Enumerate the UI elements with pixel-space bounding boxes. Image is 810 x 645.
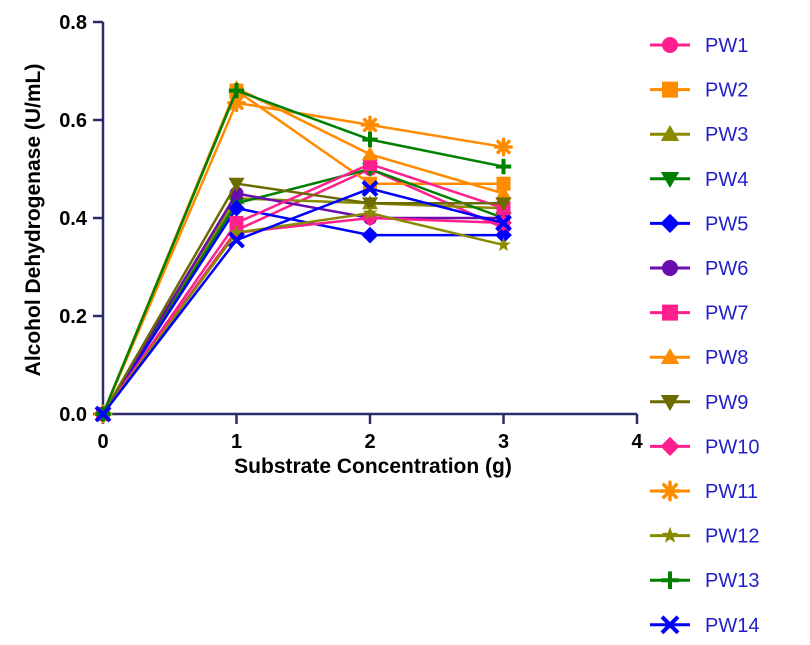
legend-entry: PW11 <box>650 480 758 503</box>
y-tick-label: 0.2 <box>59 306 87 328</box>
y-tick-label: 0.8 <box>59 12 87 34</box>
legend-label: PW10 <box>705 436 759 458</box>
series-pw2 <box>96 83 511 421</box>
x-tick-label: 3 <box>498 431 509 453</box>
legend-marker <box>662 81 678 98</box>
legend-entry: PW7 <box>650 303 748 325</box>
legend-marker <box>660 125 680 141</box>
legend-marker <box>660 348 680 364</box>
x-tick-label: 0 <box>97 431 108 453</box>
legend-label: PW8 <box>705 347 748 369</box>
y-axis-title: Alcohol Dehydrogenase (U/mL) <box>22 64 45 377</box>
series-line-pw6 <box>101 192 504 415</box>
legend-entry: PW10 <box>650 436 759 458</box>
legend-entry: PW5 <box>650 213 748 235</box>
series-line-pw14 <box>102 187 504 415</box>
legend-entry: PW2 <box>650 80 748 102</box>
data-point-pw7 <box>229 215 244 230</box>
series-line-pw11 <box>101 101 504 415</box>
data-point-pw5 <box>361 226 379 244</box>
legend-marker <box>659 480 681 502</box>
legend-entry: PW3 <box>650 124 748 146</box>
legend-label: PW12 <box>705 526 759 548</box>
data-point-pw14 <box>495 214 512 232</box>
data-point-pw9 <box>495 197 512 212</box>
series-pw13 <box>95 82 512 422</box>
data-point-pw7 <box>363 157 377 172</box>
legend-label: PW13 <box>705 570 759 592</box>
series-line-pw2 <box>101 88 504 415</box>
legend-label: PW4 <box>705 169 748 191</box>
x-tick-label: 2 <box>364 431 375 453</box>
series-line-pw9 <box>101 182 504 415</box>
series-pw12 <box>95 205 511 421</box>
x-tick-label: 1 <box>231 431 242 453</box>
legend-marker <box>660 395 680 411</box>
legend-entry: PW4 <box>650 169 748 191</box>
x-axis-title: Substrate Concentration (g) <box>234 455 512 478</box>
legend-marker <box>660 213 680 233</box>
series-line-pw4 <box>101 167 504 415</box>
data-point-pw13 <box>362 131 378 148</box>
series-line-pw12 <box>101 211 504 415</box>
data-point-pw9 <box>228 177 245 192</box>
data-point-pw12 <box>362 205 378 220</box>
legend-entry: PW12 <box>650 526 759 548</box>
legend-entry: PW1 <box>650 35 748 57</box>
legend-marker <box>662 260 678 276</box>
legend-label: PW2 <box>705 80 748 102</box>
series-pw10 <box>94 209 512 423</box>
legend-marker <box>662 37 678 53</box>
legend-label: PW7 <box>705 303 748 325</box>
data-point-pw11 <box>494 137 513 157</box>
legend-label: PW5 <box>705 213 748 235</box>
series-pw11 <box>93 93 513 424</box>
data-point-pw11 <box>360 115 380 135</box>
legend-marker <box>660 172 680 188</box>
data-point-pw5 <box>228 199 245 217</box>
y-tick-label: 0.0 <box>59 404 87 426</box>
y-tick-label: 0.6 <box>59 110 87 132</box>
legend-entry: PW13 <box>650 570 759 592</box>
data-point-pw12 <box>496 237 511 252</box>
legend-entry: PW14 <box>650 615 759 637</box>
legend-marker <box>662 304 678 321</box>
data-point-pw2 <box>496 176 511 191</box>
data-point-pw10 <box>361 209 379 227</box>
legend-label: PW14 <box>705 615 759 637</box>
legend-label: PW6 <box>705 258 748 280</box>
legend-label: PW9 <box>705 392 748 414</box>
data-point-pw8 <box>495 185 512 200</box>
legend-marker <box>661 526 679 543</box>
x-tick-label: 4 <box>631 431 643 453</box>
legend-entry: PW8 <box>650 347 748 369</box>
legend-entry: PW6 <box>650 258 748 280</box>
legend-label: PW3 <box>705 124 748 146</box>
series-layer <box>93 80 513 424</box>
data-point-pw12 <box>229 225 244 239</box>
data-point-pw14 <box>228 231 245 249</box>
legend-marker <box>660 436 680 456</box>
series-pw8 <box>94 80 512 420</box>
axis-ticks: 0 1 2 3 4 0.0 0.2 0.4 0.6 0.8 <box>59 12 643 453</box>
data-point-pw5 <box>495 226 512 244</box>
data-point-pw13 <box>495 158 512 175</box>
series-pw14 <box>94 180 512 423</box>
data-point-pw14 <box>361 180 379 198</box>
legend-marker <box>660 615 680 635</box>
legend-label: PW1 <box>705 35 748 57</box>
y-tick-label: 0.4 <box>59 208 88 230</box>
series-line-pw13 <box>101 89 504 415</box>
legend: PW1 PW2 PW3 PW4 PW5 PW6 PW7 PW8 PW9 PW10 PW11 PW12 P… <box>650 35 759 637</box>
legend-marker <box>661 571 679 589</box>
legend-label: PW11 <box>705 481 758 503</box>
data-point-pw9 <box>361 197 379 212</box>
legend-entry: PW9 <box>650 392 748 414</box>
data-point-pw14 <box>94 405 112 423</box>
data-point-pw13 <box>228 82 245 99</box>
data-point-pw8 <box>361 146 379 161</box>
